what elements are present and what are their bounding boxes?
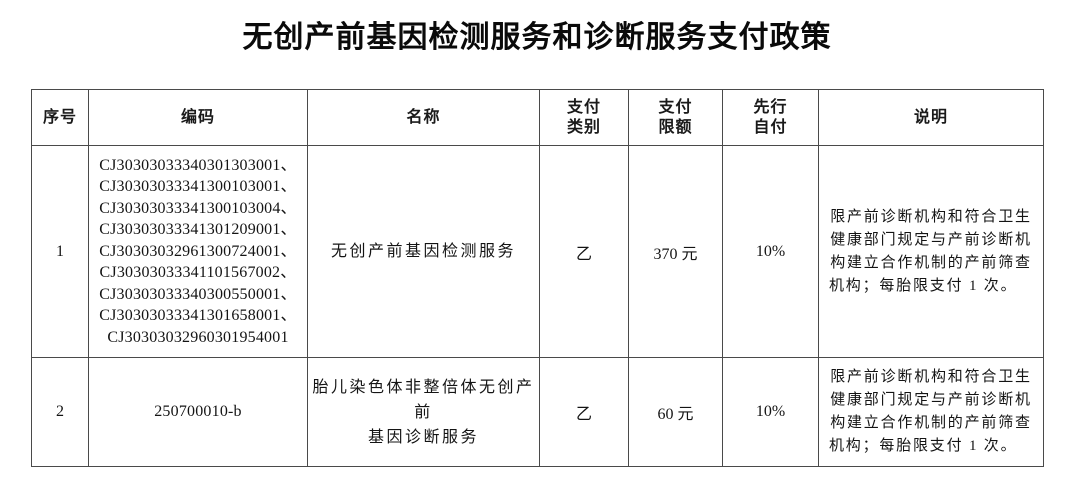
cell-pay-category: 乙 xyxy=(539,357,629,467)
cell-note: 限产前诊断机构和符合卫生健康部门规定与产前诊断机构建立合作机制的产前筛查机构；每… xyxy=(818,145,1044,358)
cell-codes: 250700010-b xyxy=(88,357,308,467)
page-title: 无创产前基因检测服务和诊断服务支付政策 xyxy=(242,21,832,54)
cell-self-pay: 10% xyxy=(722,145,819,358)
header-self-pay-line1: 先行 xyxy=(753,98,788,116)
header-pay-limit-line2: 限额 xyxy=(658,118,693,136)
header-note-label: 说明 xyxy=(913,108,948,126)
code-line: CJ30303033340300550001、 xyxy=(99,285,297,303)
service-name-line: 无创产前基因检测服务 xyxy=(330,243,516,260)
cell-self-pay: 10% xyxy=(722,357,819,467)
code-line: 250700010-b xyxy=(154,403,242,421)
cell-pay-limit: 60 元 xyxy=(628,357,723,467)
code-line: CJ30303033341300103001、 xyxy=(99,178,297,196)
header-code-label: 编码 xyxy=(180,108,215,126)
header-pay-category-line2: 类别 xyxy=(566,118,601,136)
cell-pay-limit: 370 元 xyxy=(628,145,723,358)
code-line: CJ30303033341301658001、 xyxy=(99,307,297,325)
table-row: 2 250700010-b 胎儿染色体非整倍体无创产前 基因诊断服务 乙 60 … xyxy=(31,357,1044,467)
service-name-line: 基因诊断服务 xyxy=(367,428,479,446)
cell-note: 限产前诊断机构和符合卫生健康部门规定与产前诊断机构建立合作机制的产前筛查机构；每… xyxy=(818,357,1044,467)
code-line: CJ30303032961300724001、 xyxy=(99,242,297,260)
cell-seq: 2 xyxy=(31,357,89,467)
payment-policy-table: 序号 编码 名称 支付 类别 支付 限额 先行 自付 xyxy=(31,89,1044,467)
code-line: CJ30303033340301303001、 xyxy=(99,156,297,174)
header-pay-limit-line1: 支付 xyxy=(658,98,693,116)
header-pay-category: 支付 类别 xyxy=(539,89,629,146)
header-self-pay-line2: 自付 xyxy=(753,118,788,136)
cell-seq: 1 xyxy=(31,145,89,358)
header-note: 说明 xyxy=(818,89,1044,146)
code-line: CJ30303033341101567002、 xyxy=(99,264,297,282)
header-name-label: 名称 xyxy=(406,108,441,126)
header-seq-label: 序号 xyxy=(42,108,77,126)
cell-service-name: 胎儿染色体非整倍体无创产前 基因诊断服务 xyxy=(307,357,540,467)
code-line: CJ30303033341300103004、 xyxy=(99,199,297,217)
cell-service-name: 无创产前基因检测服务 xyxy=(307,145,540,358)
code-line: CJ30303032960301954001 xyxy=(107,328,289,346)
header-pay-category-line1: 支付 xyxy=(566,98,601,116)
header-code: 编码 xyxy=(88,89,308,146)
table-row: 1 CJ30303033340301303001、 CJ303030333413… xyxy=(31,145,1044,358)
header-name: 名称 xyxy=(307,89,540,146)
header-seq: 序号 xyxy=(31,89,89,146)
cell-pay-category: 乙 xyxy=(539,145,629,358)
service-name-line: 胎儿染色体非整倍体无创产前 xyxy=(312,378,535,421)
header-pay-limit: 支付 限额 xyxy=(628,89,723,146)
code-line: CJ30303033341301209001、 xyxy=(99,221,297,239)
cell-codes: CJ30303033340301303001、 CJ30303033341300… xyxy=(88,145,308,358)
header-self-pay: 先行 自付 xyxy=(722,89,819,146)
table-header-row: 序号 编码 名称 支付 类别 支付 限额 先行 自付 xyxy=(31,89,1044,146)
